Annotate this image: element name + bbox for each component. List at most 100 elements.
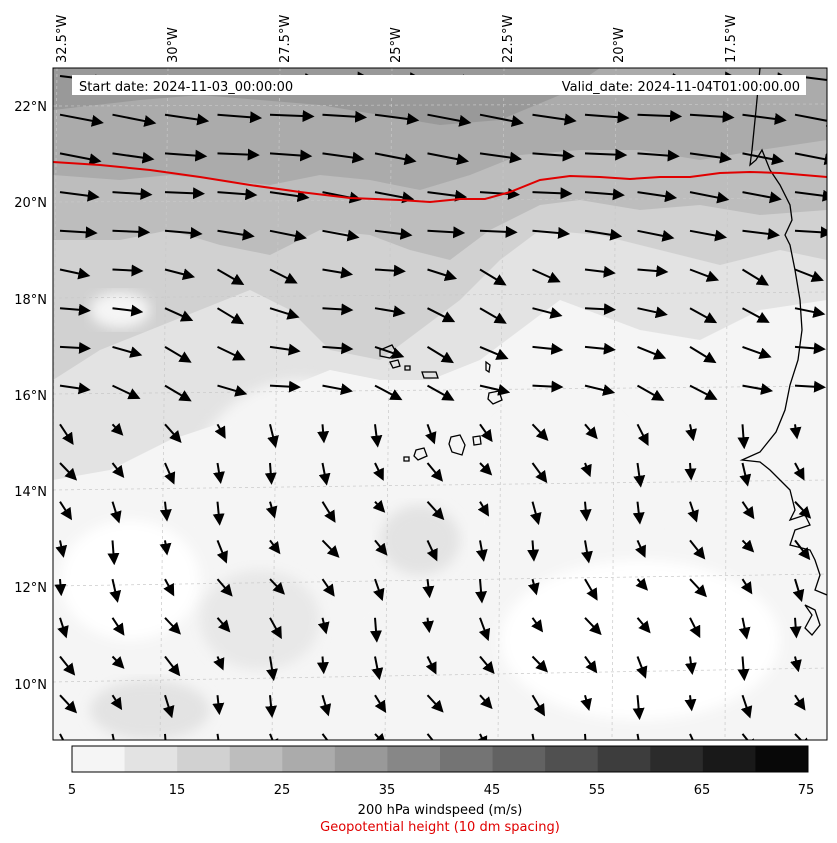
- wind-arrow: [479, 655, 495, 675]
- wind-arrow: [216, 578, 233, 597]
- lon-label-17-5w: 17.5°W: [724, 15, 739, 63]
- wind-arrow: [212, 501, 225, 526]
- wind-arrow: [112, 264, 144, 277]
- wind-arrow: [532, 226, 571, 239]
- colorbar: [72, 746, 809, 772]
- lon-label-25w: 25°W: [389, 27, 404, 63]
- wind-arrow: [479, 423, 493, 443]
- latitude-labels: 22°N 20°N 18°N 16°N 14°N 12°N 10°N: [14, 100, 47, 693]
- wind-arrow: [164, 268, 196, 281]
- wind-arrow: [793, 694, 806, 711]
- wind-arrow: [111, 617, 125, 636]
- colorbar-swatch: [492, 746, 546, 772]
- wind-arrow: [321, 733, 329, 740]
- wind-arrow: [59, 694, 78, 714]
- windspeed-shading: [53, 68, 827, 740]
- wind-arrow: [59, 423, 74, 446]
- wind-arrow: [584, 655, 598, 674]
- wind-arrow: [374, 345, 405, 359]
- wind-arrow: [269, 110, 315, 123]
- wind-arrow: [426, 462, 444, 482]
- wind-arrow: [635, 539, 646, 558]
- wind-arrow: [322, 229, 360, 242]
- wind-arrow: [374, 152, 417, 166]
- wind-arrow: [107, 540, 120, 566]
- wind-arrow: [477, 501, 490, 517]
- wind-arrow: [317, 424, 330, 444]
- wind-arrow: [584, 228, 623, 241]
- wind-arrow: [59, 113, 104, 127]
- wind-arrow: [532, 342, 564, 355]
- wind-arrow: [164, 462, 176, 485]
- wind-arrow: [531, 617, 544, 633]
- wind-arrow: [319, 694, 332, 717]
- wind-arrow: [689, 384, 718, 400]
- coastline: [379, 68, 827, 636]
- wind-arrow: [479, 307, 507, 324]
- wind-arrow: [59, 189, 100, 202]
- wind-arrow: [584, 265, 616, 278]
- wind-arrow: [269, 149, 313, 162]
- wind-arrow: [269, 380, 301, 393]
- wind-arrow: [584, 111, 630, 124]
- wind-arrow: [164, 384, 192, 402]
- contour-label: Geopotential height (10 dm spacing): [320, 820, 560, 835]
- wind-arrow: [372, 499, 386, 513]
- wind-arrow: [427, 307, 456, 323]
- wind-arrow: [374, 539, 388, 556]
- wind-arrow: [742, 227, 780, 240]
- wind-arrow: [637, 345, 667, 360]
- lat-label-12n: 12°N: [14, 581, 47, 596]
- wind-arrow: [112, 304, 144, 317]
- wind-arrow: [636, 617, 651, 634]
- wind-arrow: [689, 307, 718, 324]
- wind-arrow: [317, 617, 330, 635]
- colorbar-swatch: [124, 746, 178, 772]
- colorbar-swatch: [72, 746, 126, 772]
- colorbar-swatch: [545, 746, 599, 772]
- wind-arrow: [427, 152, 470, 166]
- wind-arrow: [740, 694, 753, 719]
- colorbar-label: 200 hPa windspeed (m/s): [358, 803, 523, 818]
- wind-arrow: [164, 113, 210, 126]
- wind-arrow: [479, 187, 520, 200]
- wind-arrow: [265, 695, 278, 718]
- wind-arrow: [737, 424, 750, 450]
- colorbar-tick-75: 75: [798, 783, 815, 798]
- wind-arrow: [269, 578, 285, 595]
- colorbar-tick-45: 45: [484, 783, 501, 798]
- wind-arrow: [59, 341, 91, 354]
- wind-arrow: [532, 307, 563, 319]
- wind-arrow: [111, 655, 125, 669]
- wind-arrow: [217, 148, 260, 161]
- wind-arrow: [584, 188, 625, 201]
- wind-arrow: [529, 501, 542, 526]
- lat-label-10n: 10°N: [14, 678, 47, 693]
- wind-arrow: [741, 501, 755, 520]
- wind-arrow: [478, 617, 491, 642]
- wind-arrow: [59, 152, 102, 166]
- wind-arrow: [212, 695, 225, 716]
- wind-arrow: [55, 540, 68, 558]
- wind-arrow: [742, 383, 774, 395]
- wind-arrow: [164, 307, 194, 322]
- wind-arrow: [321, 578, 335, 597]
- wind-arrow: [532, 113, 577, 126]
- wind-arrow: [321, 501, 336, 523]
- wind-arrow: [689, 539, 706, 560]
- wind-arrow: [112, 113, 157, 127]
- wind-arrow: [269, 268, 298, 284]
- wind-arrow: [57, 617, 69, 639]
- wind-arrow: [794, 226, 827, 239]
- wind-arrow: [110, 501, 122, 524]
- wind-arrow: [374, 384, 403, 401]
- colorbar-tick-55: 55: [589, 783, 606, 798]
- wind-arrow: [164, 226, 203, 239]
- colorbar-swatch: [755, 746, 809, 772]
- wind-arrow: [742, 307, 770, 323]
- wind-arrow: [213, 462, 225, 484]
- wind-arrow: [689, 151, 732, 164]
- wind-arrow: [531, 655, 548, 673]
- wind-arrow: [267, 733, 279, 740]
